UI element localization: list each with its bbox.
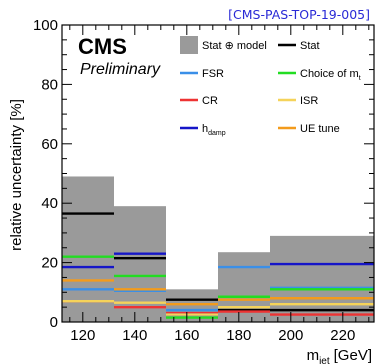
y-tick-label: 60 [41, 136, 58, 153]
x-axis-title: mjet [GeV] [307, 347, 372, 364]
legend-label-ue-tune: UE tune [300, 123, 340, 135]
y-tick-label: 80 [41, 76, 58, 93]
legend-label-stat-model: Stat ⊕ model [202, 40, 267, 52]
y-tick-label: 40 [41, 195, 58, 212]
band-bin-1 [62, 176, 114, 322]
band-bin-2 [114, 206, 166, 322]
legend-label-fsr: FSR [202, 68, 224, 80]
x-axis-subscript: jet [318, 356, 330, 364]
band-layer [62, 176, 374, 322]
legend-label-hdamp: hdamp [202, 123, 226, 137]
x-tick-label: 220 [330, 327, 355, 344]
tick-layer [62, 24, 374, 323]
x-tick-label: 160 [174, 327, 199, 344]
cms-label: CMS [78, 34, 127, 59]
x-tick-label: 200 [278, 327, 303, 344]
legend-label-cr: CR [202, 95, 218, 107]
reference-label: [CMS-PAS-TOP-19-005] [228, 7, 370, 22]
legend-label-isr: ISR [300, 95, 318, 107]
y-tick-label: 20 [41, 255, 58, 272]
y-tick-label: 0 [50, 314, 58, 331]
preliminary-label: Preliminary [80, 61, 161, 78]
y-tick-label: 100 [33, 17, 58, 34]
x-axis-symbol: m [307, 347, 320, 364]
legend-label-choice-of-mt: Choice of mt [300, 68, 361, 82]
x-axis-unit: [GeV] [334, 347, 372, 364]
x-tick-label: 120 [70, 327, 95, 344]
band-bin-5 [270, 235, 374, 322]
series-layer [62, 212, 374, 319]
x-tick-label: 180 [226, 327, 251, 344]
legend: Stat ⊕ model Stat FSR Choice of mt CR ISR hdam… [180, 36, 361, 137]
y-axis-title: relative uncertainty [%] [8, 99, 25, 251]
tick-label-layer: 120 140 160 180 200 220 0 20 40 60 80 100 [33, 17, 355, 344]
x-tick-label: 140 [122, 327, 147, 344]
legend-swatch-stat-model [180, 36, 198, 54]
legend-label-stat: Stat [300, 40, 320, 52]
